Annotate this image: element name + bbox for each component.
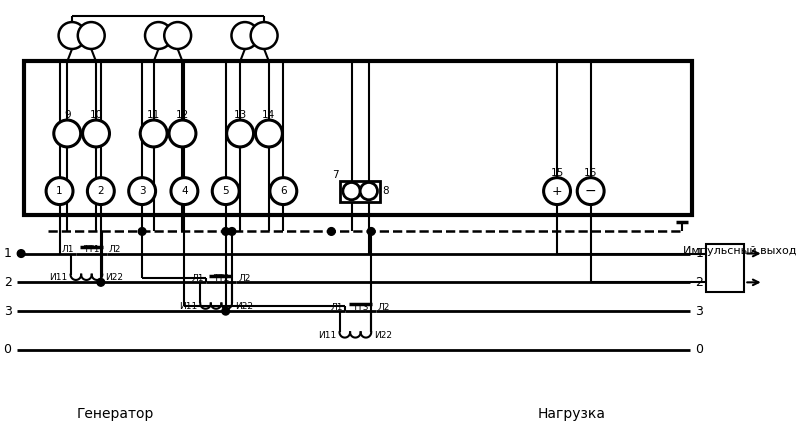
Text: 12: 12 <box>176 110 189 120</box>
Circle shape <box>171 177 198 204</box>
Text: 9: 9 <box>64 110 70 120</box>
Text: 5: 5 <box>222 186 229 196</box>
Text: Л2: Л2 <box>238 274 250 283</box>
Text: 8: 8 <box>382 186 389 196</box>
Text: И22: И22 <box>105 273 123 282</box>
Text: Генератор: Генератор <box>77 407 154 421</box>
Text: 14: 14 <box>262 110 275 120</box>
Text: 4: 4 <box>181 186 188 196</box>
Circle shape <box>222 228 230 235</box>
Bar <box>340 181 380 202</box>
Text: 15: 15 <box>550 168 564 178</box>
Text: ТТ2: ТТ2 <box>213 274 229 283</box>
Text: 1: 1 <box>56 186 63 196</box>
Circle shape <box>270 177 297 204</box>
Bar <box>706 244 744 292</box>
Circle shape <box>97 279 105 286</box>
Text: 10: 10 <box>90 110 102 120</box>
Circle shape <box>82 120 110 147</box>
Circle shape <box>18 250 25 257</box>
Text: Л1: Л1 <box>191 274 204 283</box>
Text: 2: 2 <box>695 276 703 289</box>
Circle shape <box>140 120 167 147</box>
Text: −: − <box>585 184 597 198</box>
Circle shape <box>78 22 105 49</box>
Text: И11: И11 <box>50 273 68 282</box>
Text: Нагрузка: Нагрузка <box>538 407 606 421</box>
Circle shape <box>578 177 604 204</box>
Text: 6: 6 <box>280 186 286 196</box>
Text: 0: 0 <box>695 343 703 356</box>
Circle shape <box>231 22 258 49</box>
Text: 13: 13 <box>234 110 246 120</box>
Text: 3: 3 <box>4 305 11 318</box>
Circle shape <box>145 22 172 49</box>
Circle shape <box>46 177 73 204</box>
Text: Л1: Л1 <box>330 303 343 312</box>
Text: 11: 11 <box>147 110 160 120</box>
Text: И22: И22 <box>235 302 253 311</box>
Text: 0: 0 <box>3 343 11 356</box>
Circle shape <box>164 22 191 49</box>
Circle shape <box>54 120 81 147</box>
Circle shape <box>138 228 146 235</box>
Text: 1: 1 <box>4 247 11 260</box>
Text: ТТ1: ТТ1 <box>83 245 99 254</box>
Circle shape <box>58 22 86 49</box>
Circle shape <box>255 120 282 147</box>
Circle shape <box>360 182 378 200</box>
Text: 3: 3 <box>139 186 146 196</box>
Text: Л2: Л2 <box>109 245 121 254</box>
Text: Л1: Л1 <box>62 245 74 254</box>
Circle shape <box>544 177 570 204</box>
Text: И11: И11 <box>318 330 337 340</box>
Text: И22: И22 <box>374 330 392 340</box>
Circle shape <box>250 22 278 49</box>
Bar <box>24 61 691 215</box>
Text: 7: 7 <box>332 170 338 180</box>
Circle shape <box>228 228 236 235</box>
Circle shape <box>87 177 114 204</box>
Text: 3: 3 <box>695 305 703 318</box>
Circle shape <box>169 120 196 147</box>
Text: Импульсный выход: Импульсный выход <box>682 245 796 255</box>
Text: 2: 2 <box>98 186 104 196</box>
Circle shape <box>129 177 155 204</box>
Text: +: + <box>552 184 562 198</box>
Circle shape <box>327 228 335 235</box>
Text: ТТ3: ТТ3 <box>352 303 369 312</box>
Text: Л2: Л2 <box>378 303 390 312</box>
Text: 2: 2 <box>4 276 11 289</box>
Circle shape <box>212 177 239 204</box>
Text: 16: 16 <box>584 168 598 178</box>
Circle shape <box>343 182 360 200</box>
Text: 1: 1 <box>695 247 703 260</box>
Text: И11: И11 <box>179 302 198 311</box>
Circle shape <box>222 307 230 315</box>
Circle shape <box>367 228 375 235</box>
Circle shape <box>226 120 254 147</box>
